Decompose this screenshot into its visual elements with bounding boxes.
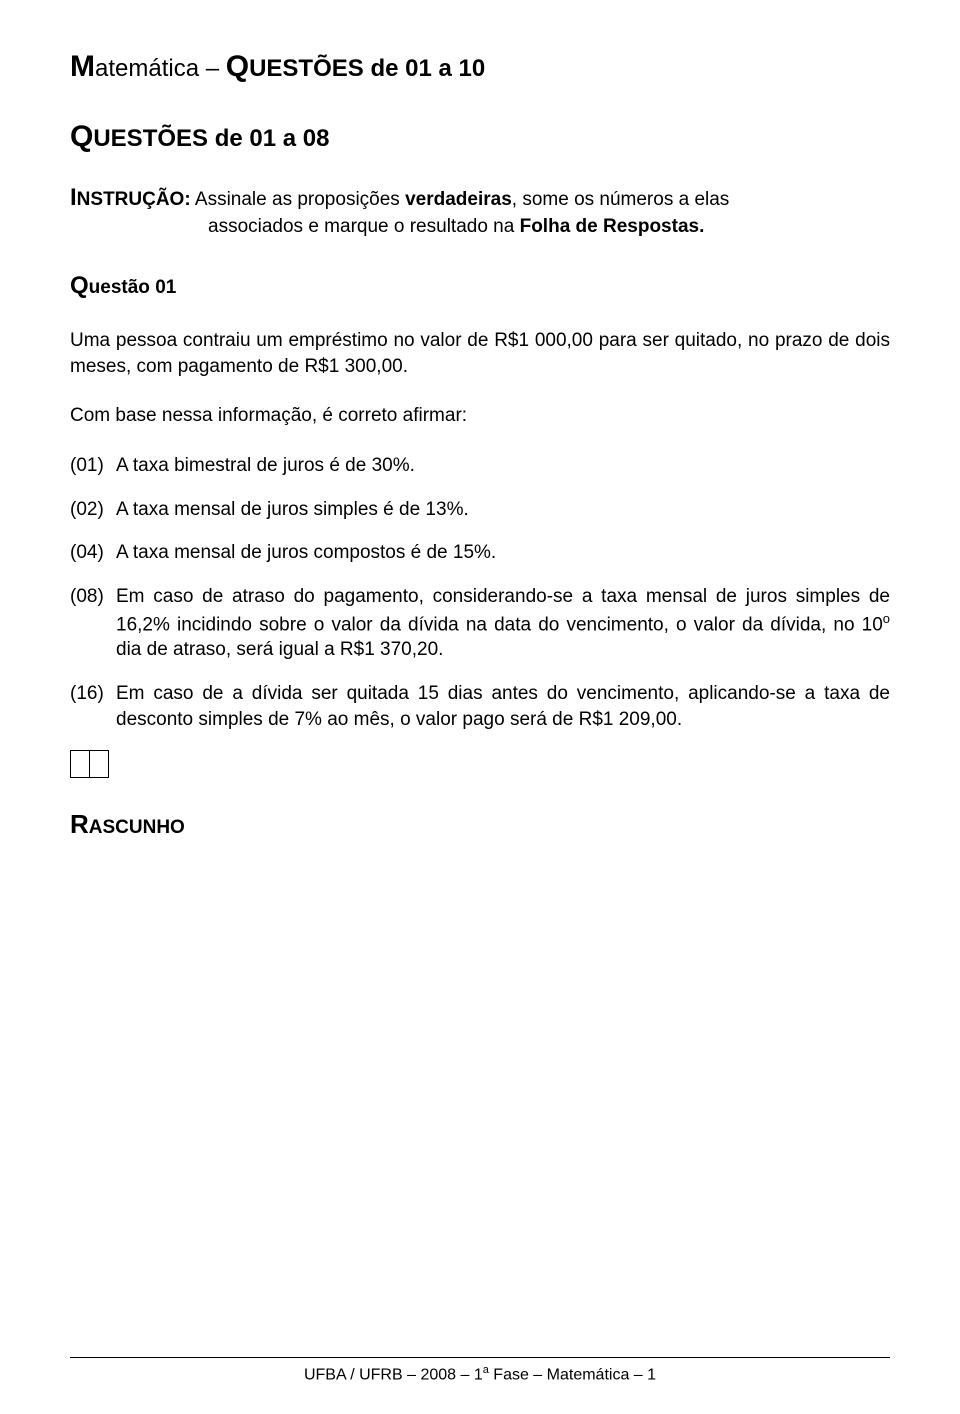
page-title: Matemática – QUESTÕES de 01 a 10 <box>70 50 890 84</box>
question-context: Uma pessoa contraiu um empréstimo no val… <box>70 328 890 379</box>
question-stem: Com base nessa informação, é correto afi… <box>70 403 890 429</box>
title-first-letter: M <box>70 50 95 83</box>
instruction-first-letter: I <box>70 184 77 211</box>
instruction-block: INSTRUÇÃO: Assinale as proposições verda… <box>70 182 890 240</box>
proposition-row: (16) Em caso de a dívida ser quitada 15 … <box>70 681 890 732</box>
proposition-row: (08) Em caso de atraso do pagamento, con… <box>70 584 890 663</box>
rascunho-first-letter: R <box>70 809 89 839</box>
subtitle-range: de 01 a 08 <box>208 125 329 152</box>
proposition-row: (01) A taxa bimestral de juros é de 30%. <box>70 453 890 479</box>
question-label: Questão 01 <box>70 272 890 300</box>
proposition-number: (01) <box>70 453 116 479</box>
title-range: de 01 a 10 <box>364 55 485 82</box>
subtitle-first-letter: Q <box>70 120 93 153</box>
instruction-line1: Assinale as proposições verdadeiras, som… <box>191 189 730 210</box>
answer-box[interactable] <box>89 750 109 778</box>
question-number: uestão 01 <box>89 277 177 298</box>
question-q-letter: Q <box>70 272 89 299</box>
proposition-row: (04) A taxa mensal de juros compostos é … <box>70 540 890 566</box>
footer-text-before: UFBA / UFRB – 2008 – 1 <box>304 1366 483 1383</box>
proposition-text: Em caso de atraso do pagamento, consider… <box>116 584 890 663</box>
title-q-letter: Q <box>226 50 249 83</box>
proposition-number: (08) <box>70 584 116 663</box>
rascunho-rest: ASCUNHO <box>89 817 185 838</box>
instruction-line2: associados e marque o resultado na Folha… <box>70 214 890 240</box>
answer-boxes[interactable] <box>70 750 890 783</box>
rascunho-label: RASCUNHO <box>70 809 890 840</box>
footer-text-after: Fase – Matemática – 1 <box>489 1366 656 1383</box>
proposition-text: A taxa mensal de juros simples é de 13%. <box>116 497 890 523</box>
title-subject: atemática – <box>95 55 226 82</box>
subtitle-questoes: UESTÕES <box>93 125 208 152</box>
proposition-number: (04) <box>70 540 116 566</box>
subtitle: QUESTÕES de 01 a 08 <box>70 120 890 154</box>
instruction-label: NSTRUÇÃO: <box>77 189 191 210</box>
proposition-number: (02) <box>70 497 116 523</box>
proposition-text: A taxa bimestral de juros é de 30%. <box>116 453 890 479</box>
proposition-text: A taxa mensal de juros compostos é de 15… <box>116 540 890 566</box>
answer-box[interactable] <box>70 750 90 778</box>
proposition-text: Em caso de a dívida ser quitada 15 dias … <box>116 681 890 732</box>
proposition-row: (02) A taxa mensal de juros simples é de… <box>70 497 890 523</box>
title-questoes: UESTÕES <box>249 55 364 82</box>
page-footer: UFBA / UFRB – 2008 – 1a Fase – Matemátic… <box>70 1357 890 1384</box>
proposition-number: (16) <box>70 681 116 732</box>
